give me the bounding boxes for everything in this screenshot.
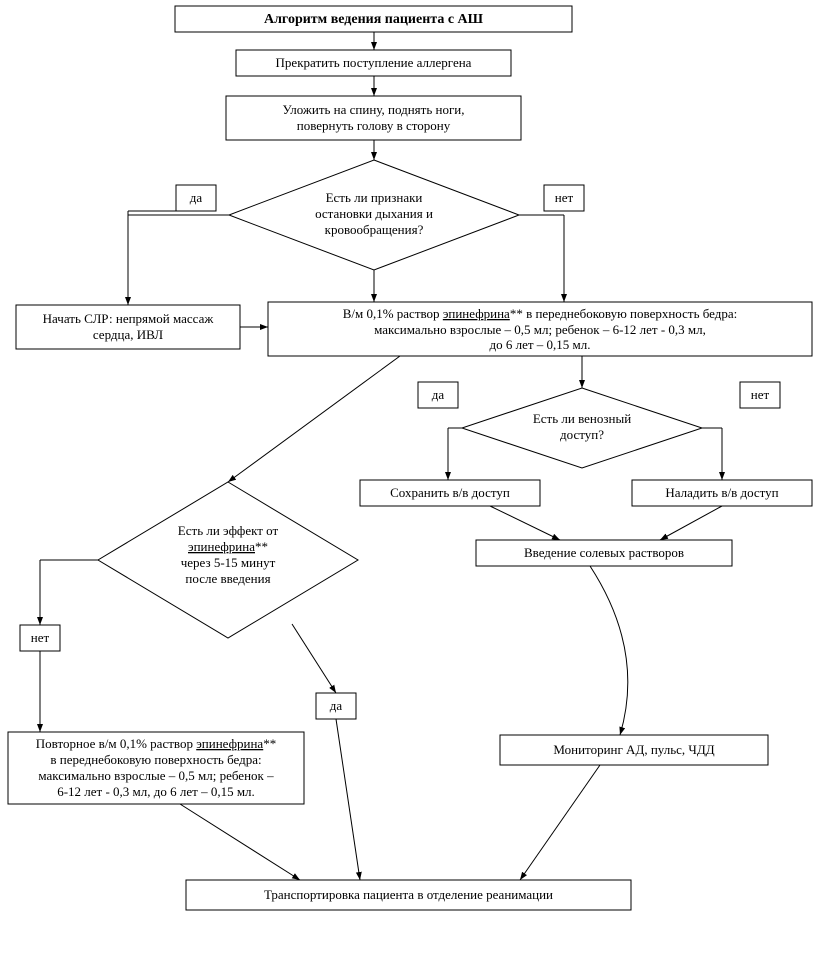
edge-18 (660, 506, 722, 540)
decision-venous: Есть ли венозныйдоступ? (462, 388, 702, 468)
lay-l2: повернуть голову в сторону (297, 118, 451, 133)
d3-l2: через 5-15 минут (181, 555, 276, 570)
edge-17 (490, 506, 560, 540)
setup-iv-box: Наладить в/в доступ (632, 480, 812, 506)
decision-effect: Есть ли эффект отэпинефрина**через 5-15 … (98, 482, 358, 638)
rep-l2: в переднебоковую поверхность бедра: (50, 752, 261, 767)
d1-l3: кровообращения? (325, 222, 424, 237)
no3-label: нет (20, 625, 60, 651)
edge-26 (520, 765, 600, 880)
stop-text: Прекратить поступление аллергена (276, 55, 472, 70)
cpr-l2: сердца, ИВЛ (93, 327, 163, 342)
epi-l1: В/м 0,1% раствор эпинефрина** в переднеб… (343, 306, 738, 321)
yes3-label: да (316, 693, 356, 719)
epinephrine-box: В/м 0,1% раствор эпинефрина** в переднеб… (268, 302, 812, 356)
keep: Сохранить в/в доступ (390, 485, 510, 500)
cpr-l1: Начать СЛР: непрямой массаж (43, 311, 215, 326)
rep-l1: Повторное в/м 0,1% раствор эпинефрина** (36, 736, 276, 751)
monitor-box: Мониторинг АД, пульс, ЧДД (500, 735, 768, 765)
d1-l1: Есть ли признаки (326, 190, 423, 205)
d2-l2: доступ? (560, 427, 604, 442)
transport: Транспортировка пациента в отделение реа… (264, 887, 553, 902)
saline: Введение солевых растворов (524, 545, 684, 560)
no2-label: нет (740, 382, 780, 408)
yes1: да (190, 190, 203, 205)
no3: нет (31, 630, 50, 645)
transport-box: Транспортировка пациента в отделение реа… (186, 880, 631, 910)
monitor: Мониторинг АД, пульс, ЧДД (553, 742, 714, 757)
title-box: Алгоритм ведения пациента с АШ (175, 6, 572, 32)
no1: нет (555, 190, 574, 205)
yes2: да (432, 387, 445, 402)
decision-breathing: Есть ли признакиостановки дыхания икрово… (229, 160, 519, 270)
edge-24 (336, 719, 360, 880)
d3-l3: после введения (185, 571, 270, 586)
stop-allergen-box: Прекратить поступление аллергена (236, 50, 511, 76)
yes3: да (330, 698, 343, 713)
lay-down-box: Уложить на спину, поднять ноги,повернуть… (226, 96, 521, 140)
d3-l1: эпинефрина** (188, 539, 268, 554)
rep-l3: максимально взрослые – 0,5 мл; ребенок – (38, 768, 274, 783)
cpr-box: Начать СЛР: непрямой массажсердца, ИВЛ (16, 305, 240, 349)
epi-l3: до 6 лет – 0,15 мл. (489, 337, 590, 352)
edge-19 (590, 566, 628, 735)
keep-iv-box: Сохранить в/в доступ (360, 480, 540, 506)
edge-11 (228, 356, 400, 482)
d3-l0: Есть ли эффект от (178, 523, 279, 538)
epi-l2: максимально взрослые – 0,5 мл; ребенок –… (374, 322, 706, 337)
title-text: Алгоритм ведения пациента с АШ (264, 12, 484, 27)
setup: Наладить в/в доступ (665, 485, 778, 500)
saline-box: Введение солевых растворов (476, 540, 732, 566)
repeat-epi-box: Повторное в/м 0,1% раствор эпинефрина**в… (8, 732, 304, 804)
edge-23 (292, 624, 336, 693)
no1-label: нет (544, 185, 584, 211)
no2: нет (751, 387, 770, 402)
yes2-label: да (418, 382, 458, 408)
d2-l1: Есть ли венозный (533, 411, 631, 426)
d1-l2: остановки дыхания и (315, 206, 433, 221)
yes1-label: да (176, 185, 216, 211)
lay-l1: Уложить на спину, поднять ноги, (282, 102, 464, 117)
edge-25 (180, 804, 300, 880)
rep-l4: 6-12 лет - 0,3 мл, до 6 лет – 0,15 мл. (57, 784, 255, 799)
